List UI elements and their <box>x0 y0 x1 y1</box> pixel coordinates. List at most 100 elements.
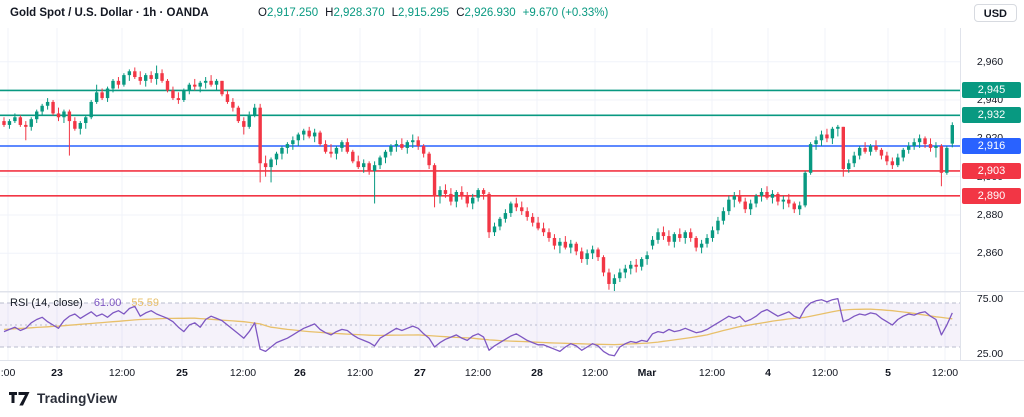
candle-body <box>699 243 704 248</box>
candle-body <box>253 107 257 116</box>
candle-body <box>830 128 835 139</box>
rsi-ma-value: 55.59 <box>131 297 159 309</box>
time-axis-label: 27 <box>414 367 426 379</box>
candle-body <box>618 272 622 279</box>
candle-body <box>247 115 251 127</box>
candle-body <box>18 117 23 125</box>
rsi-indicator-title[interactable]: RSI (14, close) <box>10 297 83 309</box>
candle-body <box>242 121 246 127</box>
candle-body <box>607 272 611 284</box>
candle-body <box>89 101 93 118</box>
candle-body <box>154 73 159 79</box>
candle-body <box>656 232 660 240</box>
candle-body <box>302 130 306 135</box>
candle-body <box>590 249 595 254</box>
candle-body <box>503 213 508 219</box>
candle-body <box>67 111 72 122</box>
candle-body <box>274 153 279 160</box>
candle-body <box>432 165 437 196</box>
candle-body <box>814 140 818 145</box>
candle-body <box>372 165 377 171</box>
candle-body <box>323 144 328 152</box>
candle-body <box>530 216 535 223</box>
candle-body <box>781 199 786 202</box>
price-axis[interactable]: 2,9602,9402,9202,9002,8802,86075.0025.00… <box>960 28 1024 360</box>
candle-body <box>318 132 322 145</box>
candle-body <box>879 149 884 156</box>
candle-body <box>138 77 142 81</box>
candle-body <box>127 71 132 76</box>
candle-body <box>362 163 366 168</box>
candle-body <box>427 153 431 166</box>
candle-body <box>748 203 753 210</box>
candle-body <box>149 75 153 79</box>
candle-body <box>743 201 747 210</box>
time-axis-label: 12:00 <box>581 367 609 379</box>
candle-body <box>111 80 115 89</box>
candle-body <box>411 140 415 143</box>
candle-body <box>596 249 600 258</box>
candle-body <box>460 191 464 196</box>
currency-usd-button[interactable]: USD <box>973 4 1017 22</box>
candle-body <box>612 278 617 284</box>
time-axis-label: 12:00 <box>811 367 839 379</box>
symbol-title[interactable]: Gold Spot / U.S. Dollar · 1h · OANDA <box>10 7 209 19</box>
rsi-axis-label: 25.00 <box>976 347 1004 360</box>
candle-body <box>563 241 568 248</box>
ohlc-item: C2,926.930 <box>456 7 516 19</box>
candle-body <box>481 190 486 194</box>
candle-body <box>934 146 938 148</box>
candle-body <box>629 264 633 269</box>
candle-body <box>40 105 44 112</box>
candle-body <box>945 147 949 173</box>
candle-body <box>351 151 355 162</box>
candle-body <box>759 191 764 196</box>
rsi-value: 61.00 <box>93 297 122 309</box>
candle-body <box>176 98 181 101</box>
candle-body <box>525 211 529 217</box>
price-level-badge: 2,945 <box>962 82 1021 99</box>
time-axis-label: 12:00 <box>464 367 492 379</box>
candle-body <box>471 197 475 204</box>
candle-body <box>193 84 197 87</box>
price-axis-label: 2,860 <box>976 247 1004 260</box>
candle-body <box>868 146 873 152</box>
candle-body <box>73 121 77 129</box>
candle-body <box>841 126 845 169</box>
price-axis-label: 2,960 <box>976 55 1004 68</box>
candle-body <box>476 190 480 198</box>
candle-body <box>727 199 731 212</box>
rsi-axis-label: 75.00 <box>976 292 1004 305</box>
candle-body <box>552 237 557 246</box>
candlestick-rsi-chart[interactable] <box>0 28 960 360</box>
time-axis[interactable]: :00 23 12:00 25 12:00 26 12:00 27 12:00 28 12:00 Ma… <box>0 360 1024 387</box>
candle-body <box>454 191 459 202</box>
candle-body <box>116 80 121 85</box>
candle-body <box>122 75 126 85</box>
time-axis-label: 12:00 <box>108 367 136 379</box>
candle-body <box>874 146 878 150</box>
candle-body <box>721 211 726 221</box>
pane-separator[interactable] <box>0 291 1024 292</box>
candle-body <box>569 243 573 248</box>
candle-body <box>705 237 709 244</box>
candle-body <box>738 195 742 202</box>
candle-body <box>51 101 55 114</box>
candle-body <box>694 237 698 248</box>
chart-header: Gold Spot / U.S. Dollar · 1h · OANDA O2,… <box>0 0 1024 28</box>
time-axis-label: 28 <box>531 367 543 379</box>
candle-body <box>939 146 944 173</box>
candle-body <box>209 80 213 85</box>
price-level-badge: 2,916 <box>962 138 1021 154</box>
tradingview-logo-text: TradingView <box>37 391 118 406</box>
candle-body <box>536 222 540 229</box>
candle-body <box>165 80 170 91</box>
candle-body <box>100 92 104 99</box>
candle-body <box>105 88 110 99</box>
footer-bar: TradingView <box>0 386 1024 417</box>
candle-body <box>465 195 469 204</box>
chart-area[interactable] <box>0 28 960 360</box>
time-axis-label: 23 <box>51 367 63 379</box>
rsi-legend[interactable]: RSI (14, close) 61.00 55.59 <box>10 297 159 309</box>
tradingview-logo[interactable]: TradingView <box>9 391 117 406</box>
